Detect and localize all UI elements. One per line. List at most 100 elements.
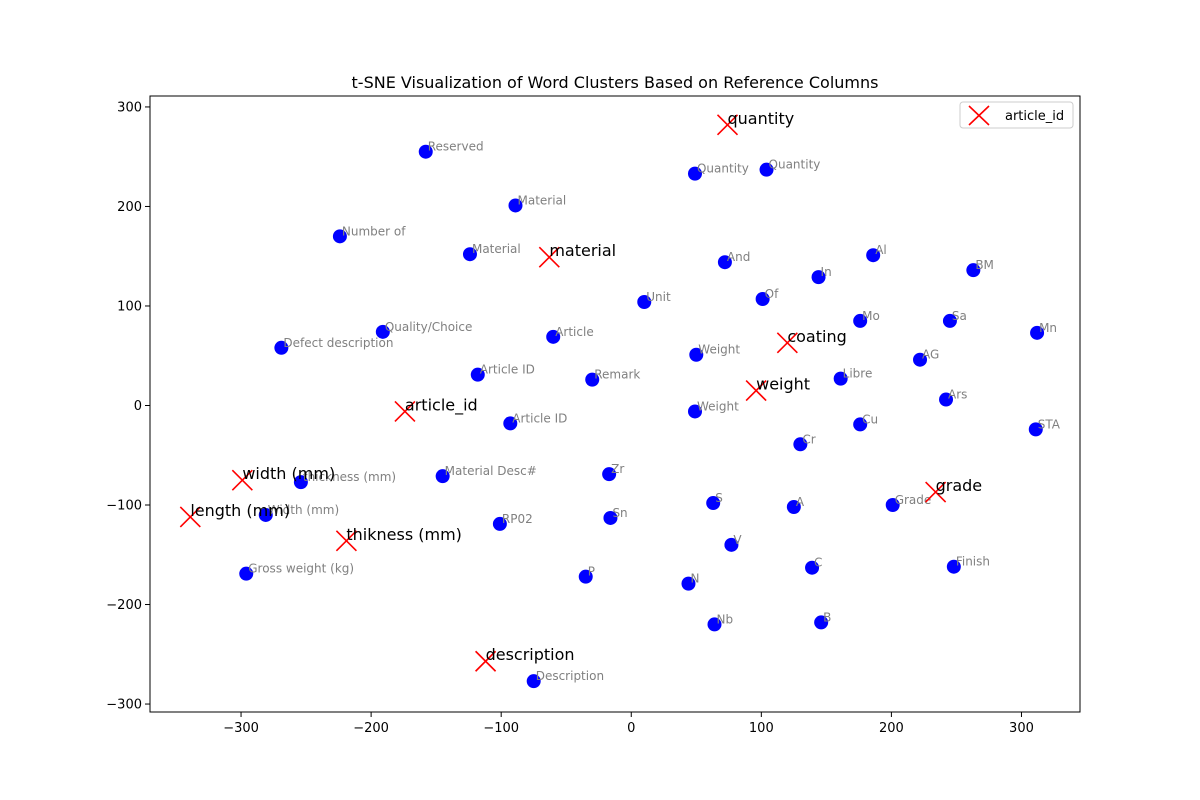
plot-marks: Reserved Quantity Quantity Material Number o… <box>179 109 1061 689</box>
reference-point-x <box>745 379 767 402</box>
reference-point-x <box>335 530 357 552</box>
data-point-label: Description <box>536 669 604 683</box>
data-point <box>724 537 739 552</box>
data-point-label: Weight <box>698 343 740 357</box>
data-point <box>759 162 774 177</box>
data-point-label: Ars <box>948 388 967 402</box>
reference-point-x <box>475 650 497 672</box>
reference-point-x <box>776 332 798 354</box>
data-point-label: S <box>715 491 723 505</box>
reference-point-label: thikness (mm) <box>346 525 462 544</box>
data-point <box>706 496 721 511</box>
data-point-label: Remark <box>594 368 640 382</box>
legend: article_id <box>959 101 1074 129</box>
data-point-label: BM <box>975 258 994 272</box>
data-point <box>707 617 722 632</box>
data-point <box>546 329 561 344</box>
data-point <box>966 263 981 278</box>
chart-title: t-SNE Visualization of Word Clusters Bas… <box>352 73 879 92</box>
data-point-label: N <box>690 572 699 586</box>
data-point <box>418 144 433 159</box>
reference-point-label: description <box>486 645 575 664</box>
legend-marker-x-icon <box>968 105 990 126</box>
data-point <box>866 248 881 263</box>
data-point-label: Material <box>472 242 521 256</box>
reference-point-label: width (mm) <box>242 464 335 483</box>
reference-point-x <box>716 114 739 136</box>
y-tick-label: 300 <box>117 100 142 115</box>
data-point-label: Finish <box>956 555 990 569</box>
data-point <box>492 516 507 531</box>
data-point-label: Quantity <box>697 162 749 176</box>
data-point <box>687 166 702 181</box>
data-point-label: B <box>823 610 831 624</box>
reference-point-label: article_id <box>405 395 478 415</box>
y-tick-label: −100 <box>106 499 142 514</box>
data-point <box>681 576 696 591</box>
data-point <box>885 498 900 513</box>
y-tick-label: −300 <box>106 698 142 713</box>
data-point <box>717 255 732 270</box>
data-point <box>503 416 518 431</box>
data-point <box>239 566 254 581</box>
data-point <box>805 560 820 575</box>
reference-point-x <box>394 400 416 423</box>
data-point <box>913 352 928 367</box>
data-point <box>332 229 347 244</box>
reference-point-x <box>925 481 947 503</box>
data-point <box>462 247 477 262</box>
data-point-label: Zr <box>611 462 624 476</box>
data-point <box>603 510 618 525</box>
legend-box <box>959 101 1074 129</box>
data-point-label: Quality/Choice <box>385 320 473 334</box>
data-point-label: Al <box>875 243 887 257</box>
data-point <box>578 569 593 584</box>
x-tick-label: 300 <box>1009 721 1034 736</box>
reference-point-x <box>179 506 201 528</box>
data-point-label: Weight <box>697 399 739 413</box>
data-point <box>853 313 868 328</box>
data-point-label: Quantity <box>769 158 821 172</box>
data-point-label: Mo <box>862 309 880 323</box>
reference-point-label: material <box>549 241 616 260</box>
y-tick-label: 0 <box>134 399 142 414</box>
data-point <box>435 469 450 484</box>
data-point-label: Number of <box>342 224 406 238</box>
data-point <box>687 404 702 419</box>
data-point-label: Material Desc# <box>445 464 537 478</box>
reference-point-x <box>231 469 253 491</box>
data-point <box>526 674 541 689</box>
data-point <box>755 292 770 307</box>
data-point-label: AG <box>922 348 939 362</box>
data-point <box>508 198 523 213</box>
data-point <box>853 417 868 432</box>
data-point-label: Article ID <box>512 411 567 425</box>
data-point-label: Grade <box>895 493 932 507</box>
reference-point-label: length (mm) <box>190 501 290 520</box>
data-point <box>814 615 829 630</box>
data-point-label: Cu <box>862 412 878 426</box>
data-point-label: Gross weight (kg) <box>248 562 354 576</box>
data-point <box>786 499 801 514</box>
data-point-label: Article ID <box>480 363 535 377</box>
data-point-label: Nb <box>717 612 734 626</box>
data-point <box>470 367 485 382</box>
data-point <box>637 294 652 309</box>
reference-point-label: coating <box>787 327 846 346</box>
data-point <box>258 507 273 522</box>
data-point-label: Reserved <box>428 140 484 154</box>
reference-point-label: weight <box>756 375 810 394</box>
data-point-label: Cr <box>802 432 815 446</box>
data-point <box>939 392 954 407</box>
data-point <box>942 313 957 328</box>
data-point <box>274 340 289 355</box>
data-point-label: And <box>727 250 750 264</box>
data-point-label: Libre <box>843 367 873 381</box>
x-tick-label: −100 <box>483 721 519 736</box>
x-tick-label: −200 <box>353 721 389 736</box>
data-point-label: A <box>796 495 805 509</box>
data-point-label: STA <box>1038 417 1061 431</box>
y-tick-label: 100 <box>117 299 142 314</box>
axes: −300 −200 −100 0 100 200 300 −300 −200 −100 0 100 20… <box>106 100 1034 736</box>
